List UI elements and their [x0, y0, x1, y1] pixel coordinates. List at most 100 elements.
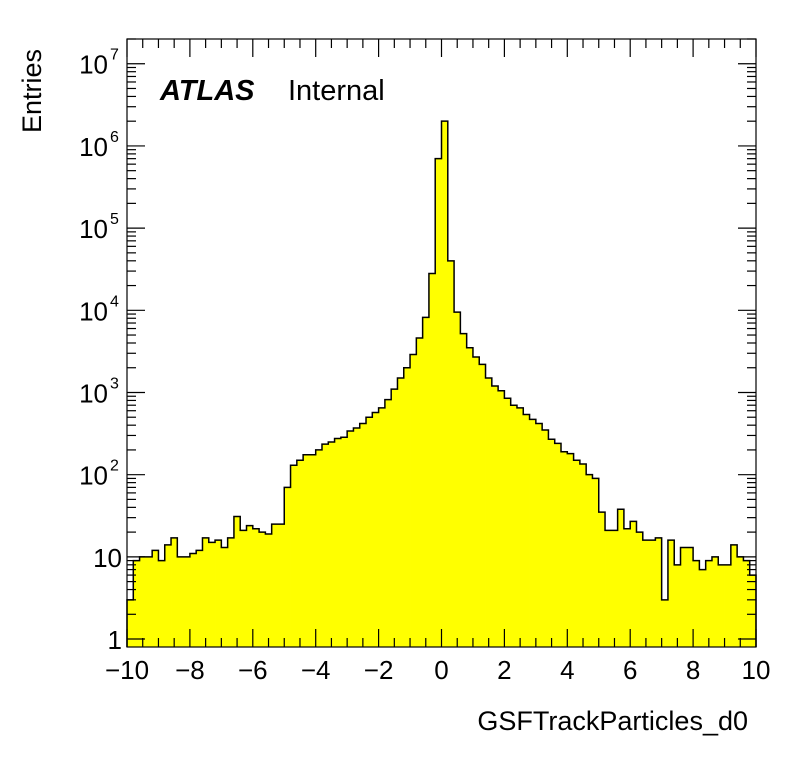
histogram-bin [636, 532, 644, 647]
histogram-bin [693, 560, 700, 647]
histogram-bin [328, 441, 335, 647]
x-tick-label: 2 [497, 655, 511, 685]
internal-label: Internal [288, 75, 385, 107]
histogram-bin [504, 398, 512, 647]
histogram-bin [240, 530, 247, 647]
histogram-bin [686, 547, 694, 647]
histogram-bin [321, 444, 329, 647]
histogram-bin [359, 423, 367, 647]
histogram-bin [397, 378, 405, 647]
histogram-bin [743, 560, 751, 647]
histogram-bin [611, 530, 619, 647]
histogram-bin [227, 537, 235, 647]
histogram-bin [548, 439, 556, 647]
y-tick-label: 10 [79, 296, 108, 326]
histogram-bin [246, 525, 254, 647]
y-tick-label: 10 [79, 461, 108, 491]
x-tick-label: −10 [105, 655, 149, 685]
histogram-bin [284, 487, 291, 647]
histogram-bin [491, 385, 499, 647]
histogram-bin [435, 158, 442, 647]
histogram-bin [617, 509, 625, 647]
histogram-bin [749, 575, 757, 647]
histogram-bin [705, 560, 713, 647]
histogram-bin [152, 550, 159, 647]
histogram-bin [422, 317, 430, 647]
histogram-bin [674, 564, 681, 647]
histogram-bin [366, 417, 373, 647]
histogram-bin [737, 556, 744, 647]
y-tick-label-exponent: 6 [110, 129, 119, 146]
histogram-bin [296, 460, 304, 647]
histogram-bin [466, 347, 474, 647]
histogram-bin [271, 524, 279, 647]
histogram-bin [171, 537, 178, 647]
histogram-bin [202, 537, 210, 647]
x-tick-label: −6 [238, 655, 268, 685]
histogram-bin [196, 550, 203, 647]
histogram-bin [277, 524, 285, 647]
histogram-bin [485, 378, 493, 647]
x-tick-label: 8 [686, 655, 700, 685]
histogram-bin [605, 530, 612, 647]
x-tick-label: −8 [175, 655, 205, 685]
histogram-bin [233, 516, 241, 647]
histogram-bin [667, 540, 675, 647]
histogram-bin [447, 260, 455, 647]
y-tick-label-exponent: 7 [110, 47, 119, 64]
histogram-bin [177, 556, 185, 647]
histogram-bin [428, 273, 436, 647]
y-tick-label-exponent: 3 [110, 375, 119, 392]
y-tick-label: 10 [79, 214, 108, 244]
y-tick-label: 10 [79, 50, 108, 80]
atlas-label: ATLAS [159, 75, 255, 107]
histogram-bin [529, 419, 537, 647]
histogram-bin [510, 405, 518, 647]
histogram-bin [334, 438, 342, 647]
histogram-bin [189, 553, 197, 647]
histogram-bin [403, 367, 411, 647]
histogram-bin [353, 427, 361, 647]
histogram-bin [472, 357, 480, 647]
histogram-bin [498, 390, 505, 647]
y-tick-label: 1 [108, 625, 122, 655]
histogram-bin [680, 547, 688, 647]
histogram-bin [265, 533, 273, 647]
histogram-bin [630, 521, 637, 647]
histogram-bin [127, 599, 134, 647]
histogram-bin [416, 338, 424, 647]
plot-frame [126, 38, 757, 648]
x-tick-label: −2 [364, 655, 394, 685]
x-tick-label: 0 [434, 655, 448, 685]
y-tick-label-exponent: 5 [110, 211, 119, 228]
y-tick-label-exponent: 2 [110, 458, 119, 475]
histogram-bin [290, 465, 298, 647]
histogram-outline [126, 120, 757, 647]
histogram-bin [516, 407, 524, 647]
histogram-bin [655, 537, 663, 647]
histogram-bin [315, 449, 323, 647]
histogram-bin [454, 312, 461, 647]
histogram-bin [340, 437, 348, 647]
histogram-bin [460, 333, 468, 647]
x-tick-label: −4 [301, 655, 331, 685]
axis-ticks [126, 38, 757, 647]
histogram-bin [554, 443, 562, 647]
y-tick-label-exponent: 4 [110, 293, 119, 310]
y-tick-label: 10 [93, 543, 122, 573]
histogram-bin [642, 540, 650, 647]
histogram-bin [579, 463, 587, 647]
histogram-bin [661, 599, 669, 647]
histogram-bin [730, 544, 738, 647]
histogram-bin [598, 512, 606, 647]
histogram-bin [592, 478, 600, 647]
histogram-bin [158, 560, 166, 647]
histogram-bin [441, 121, 449, 647]
y-axis-label: Entries [17, 49, 47, 133]
histogram-bins [126, 120, 757, 647]
histogram-bin [699, 569, 707, 647]
histogram-bin [252, 528, 260, 647]
y-tick-label: 10 [79, 378, 108, 408]
